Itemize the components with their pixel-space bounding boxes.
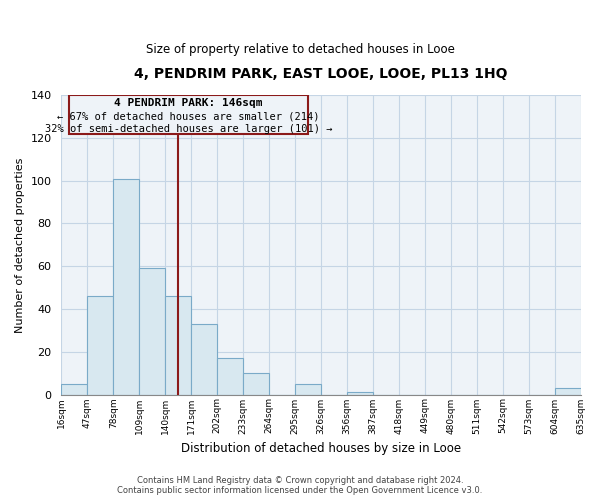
Bar xyxy=(61,384,88,394)
Bar xyxy=(88,296,113,394)
Bar xyxy=(191,324,217,394)
X-axis label: Distribution of detached houses by size in Looe: Distribution of detached houses by size … xyxy=(181,442,461,455)
Bar xyxy=(295,384,321,394)
Bar xyxy=(217,358,243,395)
Text: ← 67% of detached houses are smaller (214): ← 67% of detached houses are smaller (21… xyxy=(58,111,320,121)
Bar xyxy=(554,388,581,394)
Bar xyxy=(113,178,139,394)
Bar xyxy=(347,392,373,394)
Bar xyxy=(165,296,191,394)
FancyBboxPatch shape xyxy=(69,95,308,134)
Title: 4, PENDRIM PARK, EAST LOOE, LOOE, PL13 1HQ: 4, PENDRIM PARK, EAST LOOE, LOOE, PL13 1… xyxy=(134,68,508,82)
Y-axis label: Number of detached properties: Number of detached properties xyxy=(15,157,25,332)
Text: 4 PENDRIM PARK: 146sqm: 4 PENDRIM PARK: 146sqm xyxy=(115,98,263,108)
Text: Size of property relative to detached houses in Looe: Size of property relative to detached ho… xyxy=(146,42,454,56)
Bar xyxy=(139,268,165,394)
Text: 32% of semi-detached houses are larger (101) →: 32% of semi-detached houses are larger (… xyxy=(45,124,332,134)
Bar xyxy=(243,373,269,394)
Text: Contains HM Land Registry data © Crown copyright and database right 2024.
Contai: Contains HM Land Registry data © Crown c… xyxy=(118,476,482,495)
